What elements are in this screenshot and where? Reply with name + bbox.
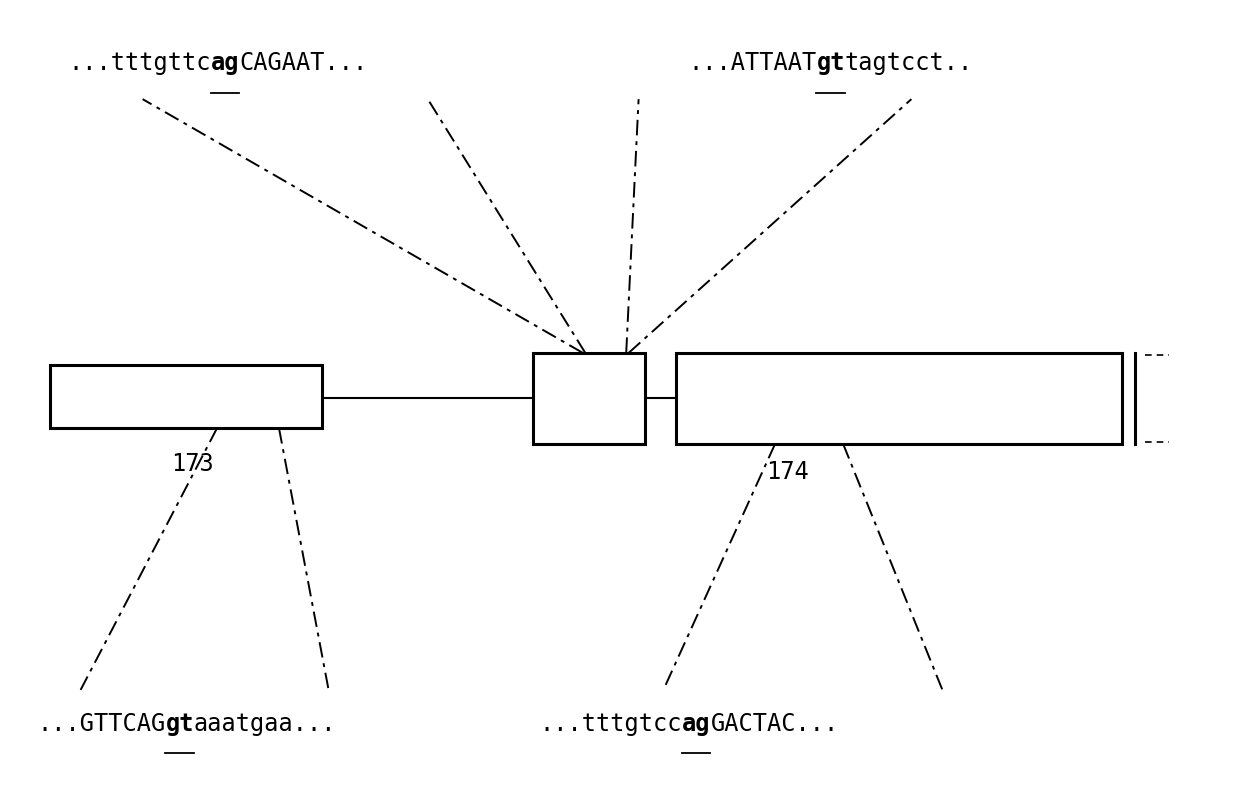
Text: gt: gt <box>816 52 844 75</box>
Text: 173: 173 <box>171 452 213 476</box>
Text: CAGAAT...: CAGAAT... <box>239 52 367 75</box>
Bar <box>533 353 645 444</box>
Text: ...ATTAAT: ...ATTAAT <box>688 52 816 75</box>
Text: tagtcct..: tagtcct.. <box>844 52 973 75</box>
Text: ...tttgttc: ...tttgttc <box>68 52 211 75</box>
Text: gt: gt <box>165 712 193 736</box>
Text: ag: ag <box>211 52 239 75</box>
Text: 174: 174 <box>766 460 808 484</box>
Bar <box>676 353 1122 444</box>
Text: ...GTTCAG: ...GTTCAG <box>37 712 165 736</box>
Text: ag: ag <box>682 712 711 736</box>
Bar <box>50 365 322 428</box>
Text: aaatgaa...: aaatgaa... <box>193 712 336 736</box>
Text: ...tttgtcc: ...tttgtcc <box>539 712 682 736</box>
Text: GACTAC...: GACTAC... <box>711 712 838 736</box>
